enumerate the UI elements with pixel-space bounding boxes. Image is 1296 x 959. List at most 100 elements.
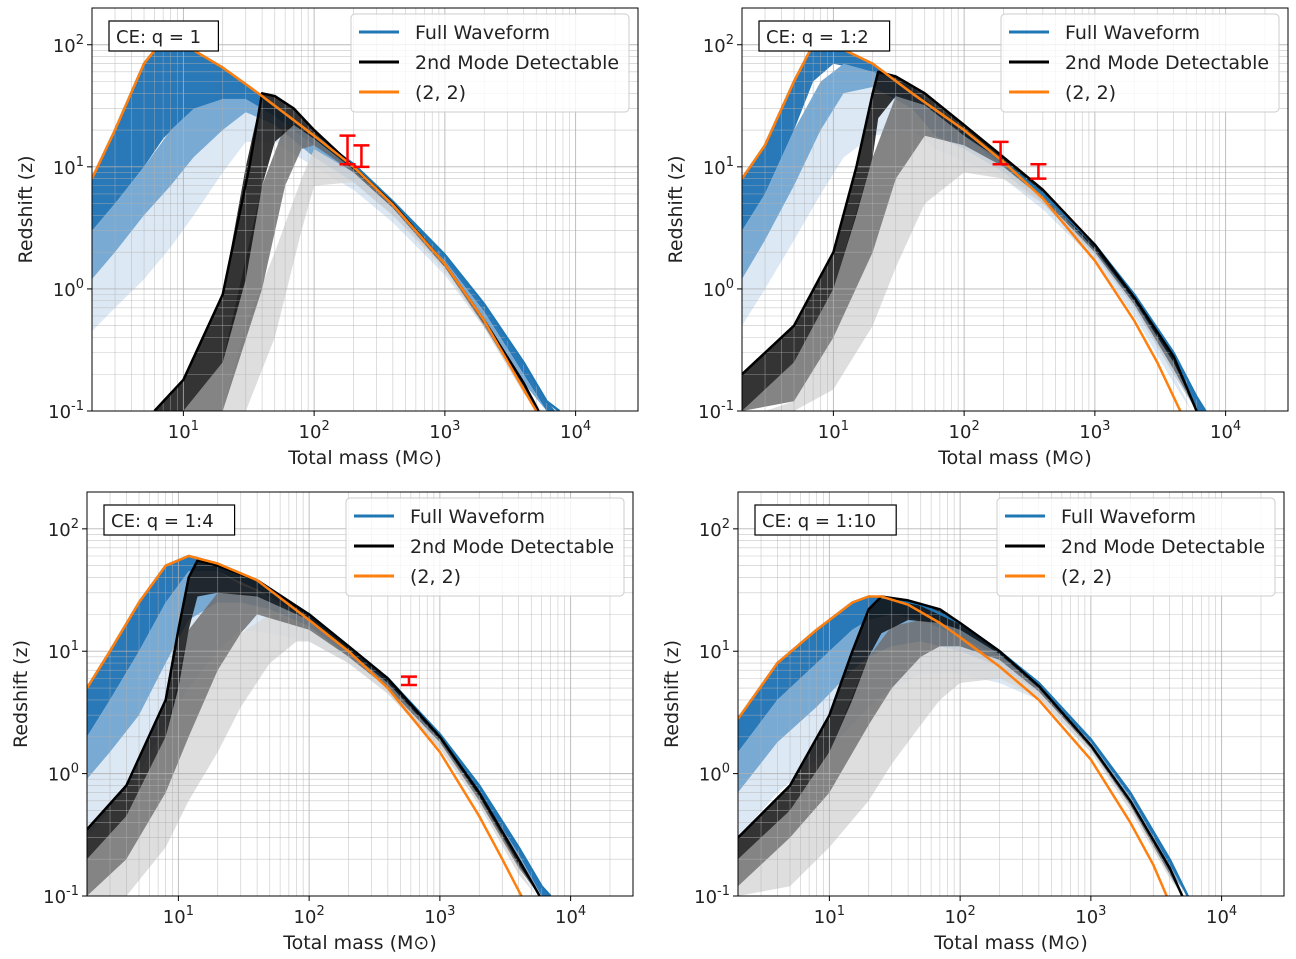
y-tick-label: 100 [703,277,734,301]
legend: Full Waveform 2nd Mode Detectable (2, 2) [345,497,625,597]
legend-label: (2, 2) [415,82,466,104]
axes-frame [91,7,639,412]
full-waveform-band-3 [92,112,542,411]
y-tick-label: 10-1 [694,884,730,908]
y-tick-label: 102 [53,33,84,57]
second-mode-band-2 [183,125,539,411]
x-tick-label: 103 [1079,419,1110,443]
chart-panel-1: 101 102 103 104 10-1 100 101 102 Total mass (M⊙)… [15,7,639,469]
legend-frame [996,497,1276,597]
y-tick-label: 101 [53,155,84,179]
x-axis-label: Total mass (M⊙) [937,447,1092,469]
legend-label: 2nd Mode Detectable [410,536,614,558]
y-tick-label: 102 [48,517,79,541]
x-tick-label: 104 [1210,419,1241,443]
legend-frame [345,497,625,597]
x-tick-label: 102 [949,419,980,443]
second-mode-band-1 [738,596,1183,896]
legend: Full Waveform 2nd Mode Detectable (2, 2) [1000,13,1280,113]
mode-22-line [92,38,538,411]
chart-panel-4: 101 102 103 104 10-1 100 101 102 Total mass (M⊙)… [661,491,1285,954]
x-axis-label: Total mass (M⊙) [287,447,442,469]
x-tick-label: 102 [294,904,325,928]
title-box-frame [758,20,891,52]
x-tick-label: 104 [1206,904,1237,928]
panel-title-box: CE: q = 1:10 [754,504,897,536]
error-bar [992,140,1009,166]
mode-22-line [738,595,1168,896]
x-tick-label: 101 [818,419,849,443]
panel-title: CE: q = 1:10 [762,511,876,532]
chart-panel-2: 101 102 103 104 10-1 100 101 102 Total mass (M⊙)… [665,7,1289,469]
legend-frame [350,13,630,113]
y-axis-label: Redshift (z) [661,640,683,748]
panel-title-box: CE: q = 1:2 [758,20,891,52]
y-tick-label: 102 [699,517,730,541]
legend-label: (2, 2) [1061,566,1112,588]
legend-label: Full Waveform [1061,506,1196,528]
second-mode-band-2 [742,96,1197,411]
x-tick-label: 103 [1075,904,1106,928]
y-tick-label: 10-1 [43,884,79,908]
y-tick-label: 100 [699,762,730,786]
error-bar [339,134,356,166]
panel-title-box: CE: q = 1:4 [103,504,236,536]
y-tick-label: 101 [48,639,79,663]
error-bar [353,144,370,169]
y-axis-label: Redshift (z) [10,640,32,748]
mode-22-line [87,554,523,896]
second-mode-band-1 [154,93,539,411]
y-tick-label: 10-1 [48,399,84,423]
legend-label: Full Waveform [1065,22,1200,44]
y-tick-label: 10-1 [698,399,734,423]
legend-frame [1000,13,1280,113]
legend-label: Full Waveform [410,506,545,528]
axes-frame [86,491,634,897]
x-tick-label: 103 [424,904,455,928]
x-axis-label: Total mass (M⊙) [282,932,437,954]
legend-label: (2, 2) [410,566,461,588]
panel-title: CE: q = 1 [116,27,201,48]
second-mode-line [738,595,1184,896]
second-mode-band-2 [87,592,540,896]
y-tick-label: 100 [48,762,79,786]
x-tick-label: 101 [168,419,199,443]
x-tick-label: 104 [555,904,586,928]
x-tick-label: 101 [814,904,845,928]
mode-22-line [742,43,1182,411]
panel-title: CE: q = 1:2 [766,27,869,48]
legend-label: 2nd Mode Detectable [1061,536,1265,558]
x-tick-label: 104 [560,419,591,443]
x-tick-label: 102 [299,419,330,443]
axes-frame [737,491,1285,897]
y-axis-label: Redshift (z) [15,156,37,264]
x-axis-label: Total mass (M⊙) [933,932,1088,954]
error-bar [1030,162,1047,180]
axes-frame [741,7,1289,412]
legend: Full Waveform 2nd Mode Detectable (2, 2) [350,13,630,113]
legend: Full Waveform 2nd Mode Detectable (2, 2) [996,497,1276,597]
second-mode-band-2 [738,620,1183,896]
chart-panel-3: 101 102 103 104 10-1 100 101 102 Total mass (M⊙)… [10,491,634,954]
title-box-frame [108,20,220,52]
legend-label: Full Waveform [415,22,550,44]
x-tick-label: 101 [163,904,194,928]
second-mode-line [742,70,1198,411]
x-tick-label: 102 [945,904,976,928]
second-mode-band-3 [738,646,1183,896]
plot-content [742,8,1288,411]
y-tick-label: 100 [53,277,84,301]
title-box-frame [103,504,236,536]
y-tick-label: 102 [703,33,734,57]
x-tick-label: 103 [429,419,460,443]
panel-title: CE: q = 1:4 [111,511,214,532]
second-mode-band-3 [765,135,1197,411]
title-box-frame [754,504,897,536]
panel-title-box: CE: q = 1 [108,20,220,52]
y-tick-label: 101 [699,639,730,663]
grid [742,8,1288,411]
y-tick-label: 101 [703,155,734,179]
legend-label: 2nd Mode Detectable [415,52,619,74]
y-axis-label: Redshift (z) [665,156,687,264]
